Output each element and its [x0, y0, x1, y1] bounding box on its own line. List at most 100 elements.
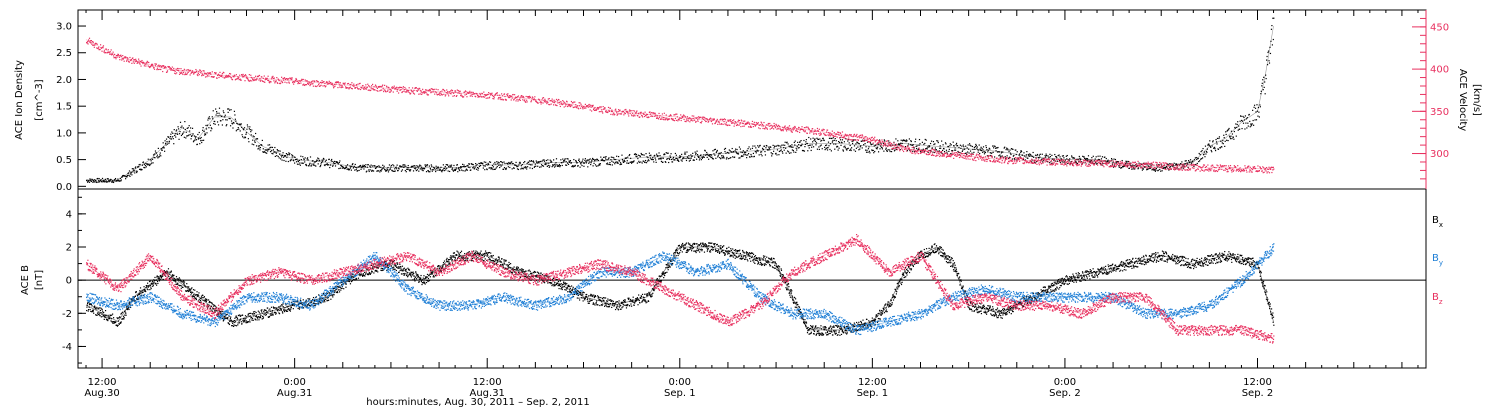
velocity-point	[561, 103, 563, 106]
density-point	[923, 143, 925, 145]
velocity-point	[533, 98, 535, 100]
velocity-point	[709, 117, 712, 119]
density-point	[698, 159, 701, 161]
velocity-point	[658, 112, 660, 115]
velocity-point	[1037, 160, 1039, 162]
velocity-point	[1009, 157, 1012, 159]
density-point	[277, 155, 279, 158]
velocity-point	[1254, 167, 1257, 170]
velocity-point	[357, 83, 359, 85]
density-point	[1028, 155, 1030, 157]
density-point	[760, 153, 762, 156]
density-point	[938, 150, 940, 152]
density-point	[985, 145, 987, 147]
velocity-point	[750, 126, 753, 128]
density-point	[365, 171, 367, 173]
velocity-point	[896, 149, 898, 151]
velocity-point	[892, 144, 894, 147]
density-point	[1176, 167, 1178, 169]
velocity-point	[198, 70, 200, 73]
density-point	[604, 156, 606, 158]
density-point	[408, 169, 410, 171]
density-point	[529, 167, 531, 169]
density-point	[965, 145, 967, 147]
velocity-point	[343, 82, 345, 85]
density-point	[1169, 165, 1171, 168]
density-point	[679, 155, 681, 157]
velocity-point	[914, 151, 916, 153]
density-point	[1030, 155, 1032, 157]
density-point	[1110, 157, 1113, 160]
velocity-point	[865, 136, 867, 138]
density-point	[296, 158, 298, 160]
density-point	[352, 163, 354, 165]
density-point	[1186, 162, 1188, 164]
density-point	[666, 158, 668, 160]
density-point	[1064, 161, 1066, 163]
velocity-point	[1256, 170, 1259, 173]
velocity-point	[460, 94, 462, 97]
density-point	[674, 159, 676, 161]
density-point	[756, 149, 758, 151]
density-point	[228, 117, 230, 120]
density-point	[796, 145, 798, 147]
density-point	[490, 168, 492, 170]
density-point	[197, 138, 199, 140]
density-point	[966, 147, 968, 149]
velocity-point	[938, 153, 940, 155]
velocity-point	[562, 99, 564, 102]
velocity-point	[1127, 163, 1129, 165]
density-point	[652, 157, 654, 159]
density-point	[952, 150, 954, 152]
velocity-point	[344, 82, 346, 84]
density-point	[753, 155, 755, 158]
velocity-point	[963, 153, 965, 155]
velocity-point	[168, 66, 171, 68]
density-point	[601, 158, 603, 160]
density-point	[570, 162, 573, 164]
velocity-point	[652, 115, 654, 118]
density-point	[640, 152, 642, 155]
velocity-point	[250, 74, 252, 76]
velocity-point	[1227, 165, 1230, 167]
bx-point	[99, 312, 101, 314]
density-point	[851, 140, 853, 142]
velocity-point	[319, 85, 321, 87]
velocity-point	[543, 99, 545, 101]
density-point	[262, 148, 264, 150]
velocity-point	[829, 135, 832, 137]
density-point	[165, 144, 167, 146]
bx-point	[86, 302, 89, 305]
density-point	[1221, 142, 1223, 144]
velocity-point	[541, 99, 543, 101]
velocity-point	[1014, 160, 1016, 162]
density-point	[249, 126, 251, 128]
velocity-point	[733, 119, 735, 121]
velocity-point	[929, 152, 931, 154]
velocity-point	[1112, 160, 1115, 162]
velocity-point	[767, 124, 769, 126]
density-point	[860, 145, 862, 147]
density-point	[353, 166, 355, 168]
density-point	[202, 129, 204, 131]
velocity-point	[827, 134, 829, 136]
velocity-point	[761, 125, 763, 127]
velocity-point	[911, 152, 913, 154]
velocity-point	[1045, 159, 1047, 162]
density-point	[242, 136, 244, 138]
density-point	[178, 138, 180, 140]
velocity-point	[833, 131, 835, 134]
velocity-point	[501, 93, 503, 95]
velocity-point	[747, 126, 750, 128]
velocity-point	[249, 80, 251, 82]
velocity-point	[281, 81, 284, 84]
density-point	[443, 168, 445, 170]
density-point	[901, 142, 903, 145]
density-point	[473, 166, 475, 168]
density-point	[1067, 162, 1069, 165]
density-point	[1195, 156, 1197, 159]
density-point	[718, 153, 720, 155]
velocity-point	[743, 120, 745, 122]
density-point	[1242, 115, 1244, 118]
velocity-point	[400, 86, 403, 89]
